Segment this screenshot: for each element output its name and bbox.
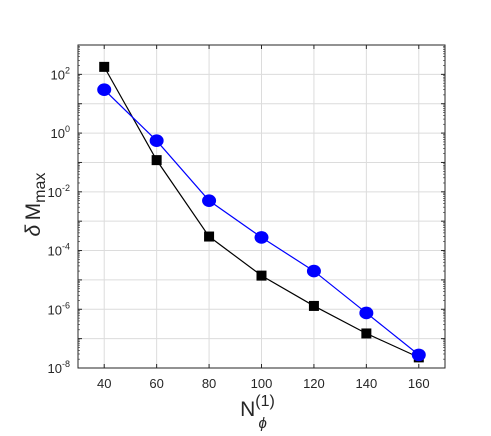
y-tick-label-exponent: 0 (65, 124, 70, 134)
data-point-square (204, 231, 215, 242)
y-tick-label-base: 10 (48, 244, 62, 259)
y-axis-label-sub: max (32, 173, 49, 203)
y-tick-label-exponent: 2 (65, 65, 70, 75)
data-point-square (256, 270, 267, 281)
y-axis-label-base: M (22, 203, 45, 221)
y-tick-label-base: 10 (48, 302, 62, 317)
x-axis-label-sub: ϕ (259, 415, 267, 432)
data-point-circle (306, 264, 321, 278)
data-point-square (308, 300, 319, 311)
y-tick-label-exponent: -6 (62, 300, 70, 310)
x-tick-label: 80 (202, 376, 216, 391)
data-point-circle (359, 306, 374, 320)
y-tick-label: 10-4 (48, 242, 70, 259)
x-tick-label: 100 (251, 376, 273, 391)
data-point-square (151, 155, 162, 166)
data-point-circle (149, 134, 164, 148)
data-point-circle (97, 83, 112, 97)
y-tick-label: 100 (51, 124, 70, 141)
data-point-circle (411, 348, 426, 362)
y-tick-label-base: 10 (51, 67, 65, 82)
x-tick-label: 140 (356, 376, 378, 391)
y-tick-label: 10-6 (48, 300, 70, 317)
y-tick-label: 10-2 (48, 183, 70, 200)
x-tick-label: 160 (408, 376, 430, 391)
y-tick-label-base: 10 (48, 185, 62, 200)
data-point-square (361, 328, 372, 339)
y-tick-label-exponent: -4 (62, 242, 70, 252)
x-axis-label: N(1) (240, 393, 275, 421)
data-point-circle (202, 194, 217, 207)
series-circle (97, 83, 426, 362)
data-point-square (99, 61, 110, 72)
y-tick-label: 102 (51, 65, 70, 82)
y-axis-label-prefix: δ (22, 224, 45, 236)
y-tick-label: 10-8 (48, 359, 70, 376)
x-tick-label: 120 (303, 376, 325, 391)
y-tick-label-exponent: -8 (62, 359, 70, 369)
y-tick-label-base: 10 (51, 126, 65, 141)
x-tick-label: 40 (97, 376, 111, 391)
series (97, 61, 426, 363)
x-tick-label: 60 (149, 376, 163, 391)
y-tick-label-base: 10 (48, 361, 62, 376)
x-axis-label-sup: (1) (255, 393, 275, 410)
y-tick-label-exponent: -2 (62, 183, 70, 193)
data-point-circle (254, 231, 269, 244)
y-axis-label: δ Mmax (22, 173, 49, 237)
x-axis-label-base: N (240, 398, 255, 421)
